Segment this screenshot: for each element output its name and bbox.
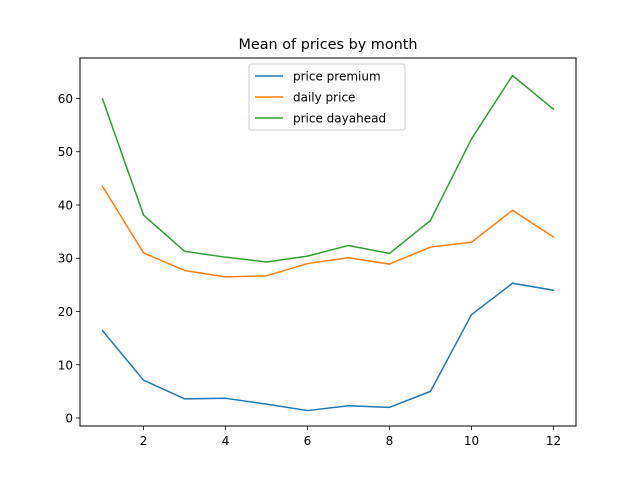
y-tick-label: 30 <box>58 252 73 266</box>
y-tick-label: 50 <box>58 145 73 159</box>
x-axis-ticks: 2 4 6 8 10 12 <box>140 426 561 448</box>
x-tick-label: 10 <box>464 434 479 448</box>
y-tick-label: 20 <box>58 305 73 319</box>
y-tick-label: 40 <box>58 198 73 212</box>
series-line-price-premium <box>101 282 555 412</box>
y-tick-label: 0 <box>65 412 73 426</box>
y-tick-label: 60 <box>58 92 73 106</box>
series-line-price-dayahead <box>101 74 555 263</box>
plot-area-frame <box>79 57 577 427</box>
x-tick-label: 4 <box>222 434 230 448</box>
legend-box <box>248 63 406 131</box>
x-tick-label: 12 <box>546 434 561 448</box>
chart-title: Mean of prices by month <box>238 37 417 53</box>
series-line-daily-price <box>101 185 555 278</box>
series-layer <box>101 74 555 412</box>
legend-label-price-dayahead: price dayahead <box>293 112 386 126</box>
legend: price premium daily price price dayahead <box>248 63 406 131</box>
x-tick-label: 6 <box>304 434 312 448</box>
x-tick-label: 2 <box>140 434 148 448</box>
y-tick-label: 10 <box>58 358 73 372</box>
x-tick-label: 8 <box>386 434 394 448</box>
legend-label-price-premium: price premium <box>293 70 381 84</box>
legend-label-daily-price: daily price <box>293 91 355 105</box>
y-axis-ticks: 0 10 20 30 40 50 60 <box>58 92 80 426</box>
